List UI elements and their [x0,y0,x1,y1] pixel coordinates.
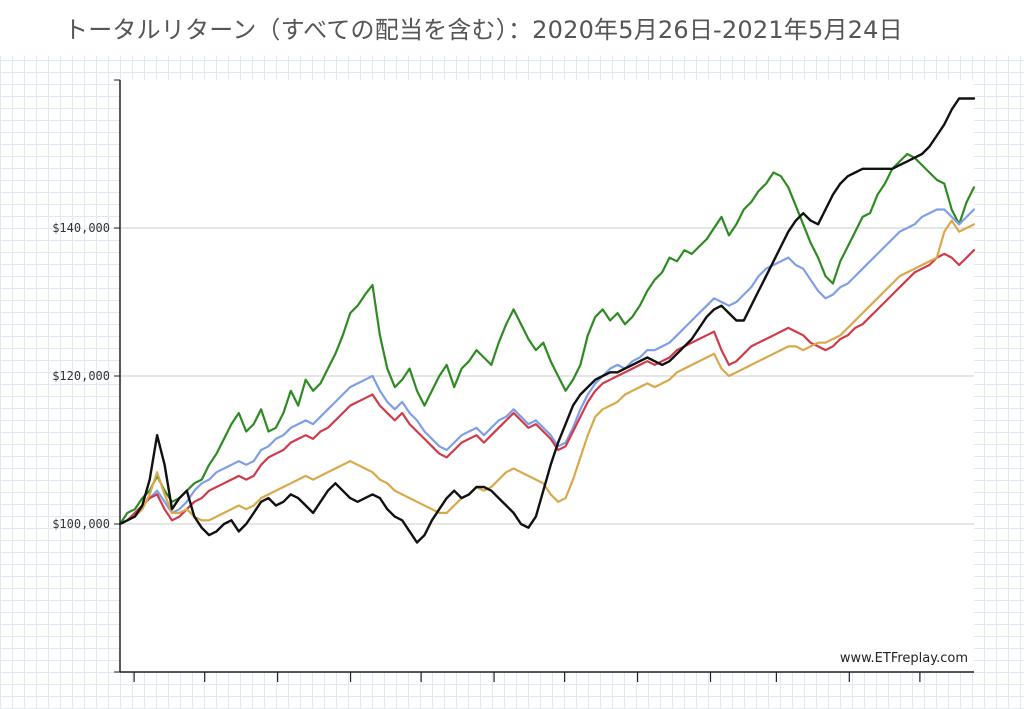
y-tick-label-140000: $140,000 [52,221,110,235]
series-line-0 [118,152,976,526]
y-tick-label-120000: $120,000 [52,369,110,383]
gridlines [120,227,974,525]
series-lines [118,97,976,544]
chart-title: トータルリターン（すべての配当を含む）：2020年5月26日-2021年5月24… [64,16,903,44]
y-axis-ticks: $100,000 $120,000 $140,000 [52,79,120,673]
title-bar [0,0,1024,56]
x-axis-ticks [133,672,921,682]
series-line-1 [118,208,976,526]
series-line-4 [118,97,976,544]
series-line-2 [118,249,976,526]
watermark: www.ETFreplay.com [840,651,968,666]
series-line-3 [118,219,976,526]
y-tick-label-100000: $100,000 [52,517,110,531]
